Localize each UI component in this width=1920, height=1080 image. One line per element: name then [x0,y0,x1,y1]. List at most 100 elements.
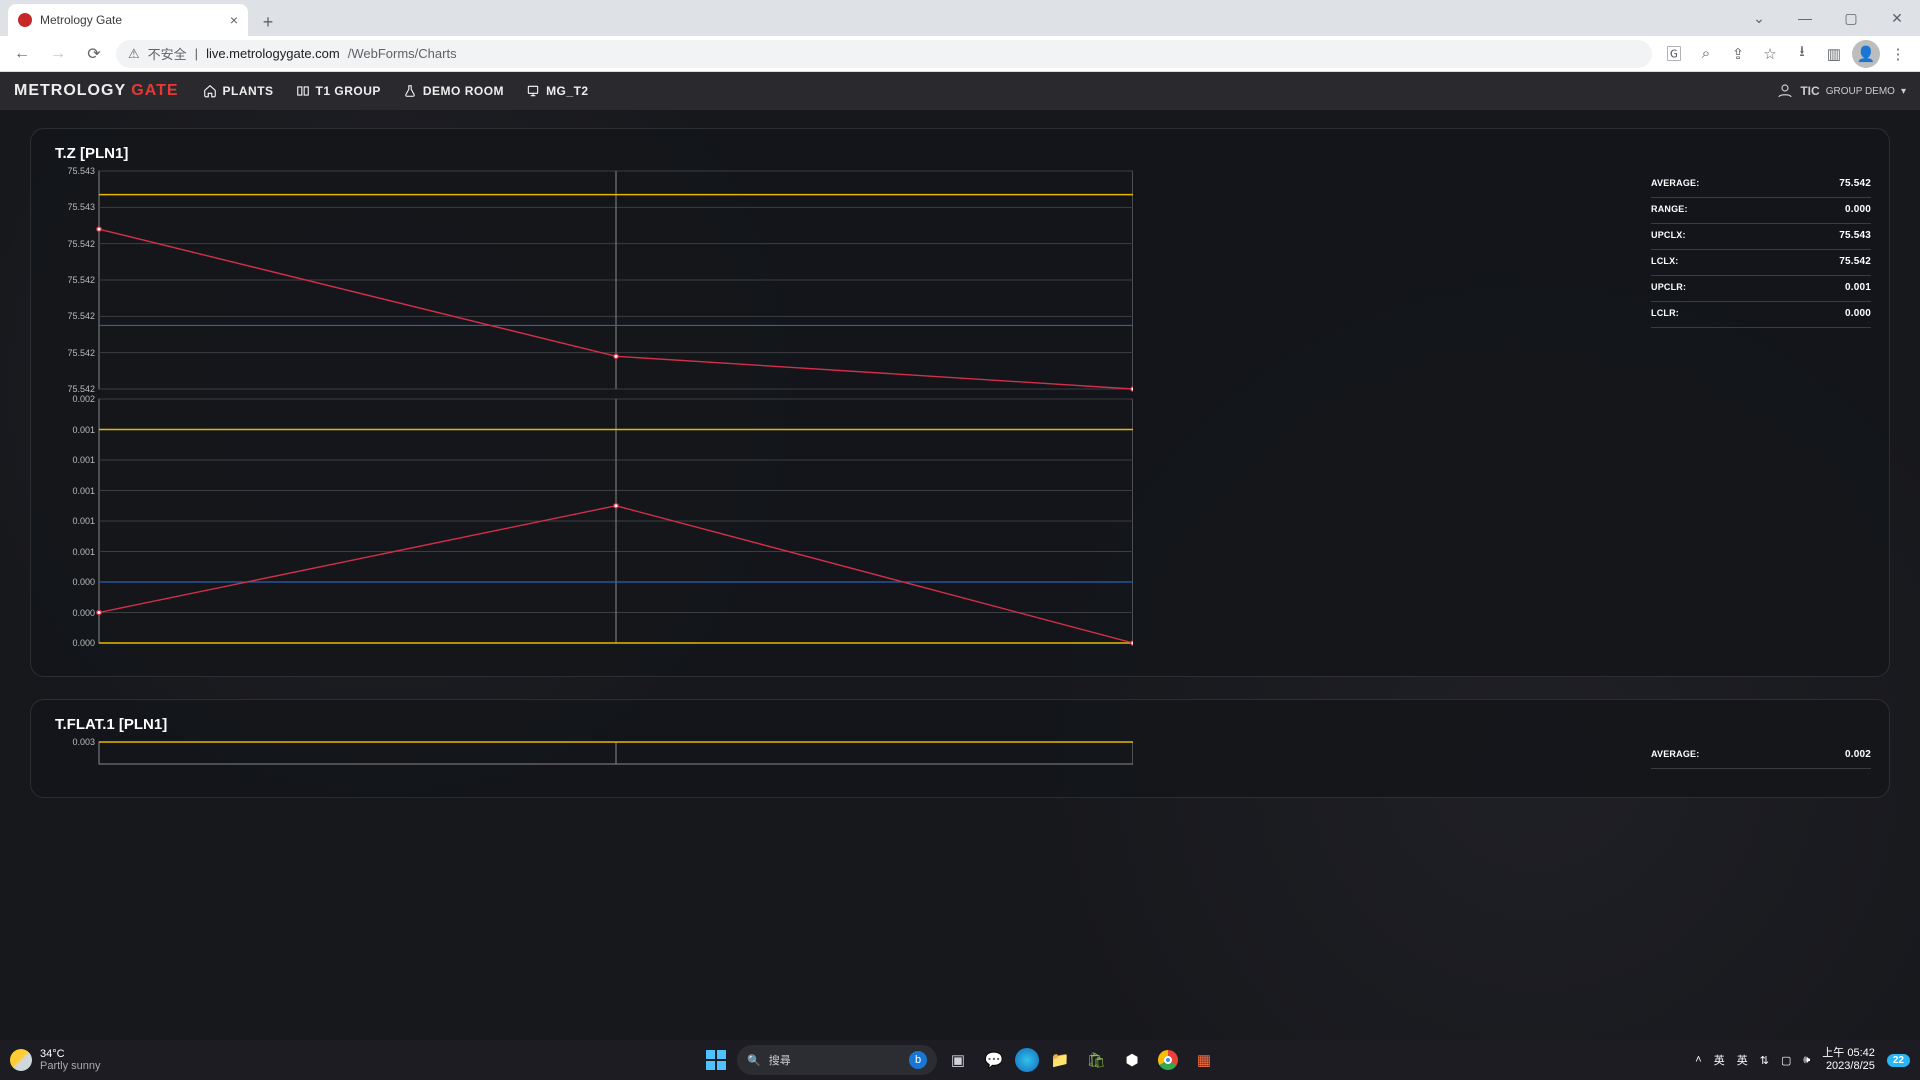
stat-label: Average: [1651,178,1699,189]
app-header: METROLOGY GATE PLANTS T1 GROUP DEMO ROOM MG… [0,72,1920,110]
nav-back-icon[interactable]: ← [8,40,36,68]
sidepanel-icon[interactable]: ▥ [1820,40,1848,68]
share-icon[interactable]: ⇪ [1724,40,1752,68]
breadcrumb-label: PLANTS [223,84,274,98]
close-tab-icon[interactable]: × [230,12,238,28]
stat-row: UPCLX: 75.543 [1651,224,1871,250]
taskbar-search[interactable]: 🔍 搜尋 b [737,1045,937,1075]
explorer-icon[interactable]: 📁 [1045,1045,1075,1075]
breadcrumb-plants[interactable]: PLANTS [203,84,274,98]
url-divider: | [195,46,198,61]
start-button[interactable] [701,1045,731,1075]
breadcrumb-t1-group[interactable]: T1 GROUP [296,84,381,98]
weather-cond: Partly sunny [40,1060,101,1072]
browser-toolbar: ← → ⟳ ⚠ 不安全 | live.metrologygate.com/Web… [0,36,1920,72]
tray-proj-icon[interactable]: ▢ [1781,1054,1791,1067]
clock-time: 上午 05:42 [1822,1047,1875,1060]
card-title: T.Z [PLN1] [55,145,1871,162]
clock-date: 2023/8/25 [1822,1060,1875,1073]
group-icon [296,84,310,98]
url-path: /WebForms/Charts [348,46,457,61]
search-placeholder: 搜尋 [769,1052,791,1068]
tray-overflow-icon[interactable]: ˄ [1695,1054,1701,1066]
breadcrumb-mg_t2[interactable]: MG_T2 [526,84,589,98]
stat-value: 0.002 [1845,749,1871,760]
store-icon[interactable]: 🛍 [1081,1045,1111,1075]
stat-value: 75.542 [1839,256,1871,267]
bookmark-icon[interactable]: ☆ [1756,40,1784,68]
stats-panel: Average:75.542Range:0.000UPCLX:75.543LCL… [1651,170,1871,652]
breadcrumb-label: T1 GROUP [316,84,381,98]
chevron-down-icon: ▾ [1901,86,1906,97]
chat-icon[interactable]: 💬 [979,1045,1009,1075]
user-name: TIC [1800,84,1819,98]
tab-favicon [18,13,32,27]
chart-area[interactable]: 0.003 [49,741,1623,773]
notification-badge[interactable]: 22 [1887,1054,1910,1067]
home-icon [203,84,217,98]
content-scroll[interactable]: T.Z [PLN1] 75.54375.54375.54275.54275.54… [0,110,1920,1040]
nav-reload-icon[interactable]: ⟳ [80,40,108,68]
new-tab-button[interactable]: + [254,8,282,36]
stat-row: UPCLR: 0.001 [1651,276,1871,302]
taskbar-center: 🔍 搜尋 b ▣ 💬 📁 🛍 ⬢ ▦ [701,1045,1219,1075]
stat-value: 75.542 [1839,178,1871,189]
kebab-menu-icon[interactable]: ⋮ [1884,40,1912,68]
stat-label: UPCLX: [1651,230,1686,241]
stat-value: 75.543 [1839,230,1871,241]
download-icon[interactable]: ⭳ [1788,40,1816,68]
stat-label: UPCLR: [1651,282,1686,293]
metric-card: T.FLAT.1 [PLN1] 0.003 Average: 0.002 [30,699,1890,798]
card-title: T.FLAT.1 [PLN1] [55,716,1871,733]
window-controls: ⌄ — ▢ ✕ [1736,0,1920,36]
stat-label: LCLR: [1651,308,1679,319]
taskbar-weather[interactable]: 34°C Partly sunny [10,1048,101,1072]
windows-taskbar: 34°C Partly sunny 🔍 搜尋 b ▣ 💬 📁 🛍 ⬢ ▦ ˄ 英… [0,1040,1920,1080]
stat-row: Average: 75.542 [1651,172,1871,198]
brand-a: METROLOGY [14,82,126,99]
browser-tab-strip: Metrology Gate × + ⌄ — ▢ ✕ [0,0,1920,36]
address-bar[interactable]: ⚠ 不安全 | live.metrologygate.com/WebForms/… [116,40,1652,68]
stats-panel: Average: 0.002 [1651,741,1871,773]
browser-actions: 🄶 ⌕ ⇪ ☆ ⭳ ▥ 👤 ⋮ [1660,40,1912,68]
insecure-icon: ⚠ [128,46,140,62]
brand-logo[interactable]: METROLOGY GATE [14,82,179,100]
chrome-icon[interactable] [1153,1045,1183,1075]
task-view-icon[interactable]: ▣ [943,1045,973,1075]
edge-icon[interactable] [1015,1048,1039,1072]
window-close[interactable]: ✕ [1874,0,1920,36]
user-menu[interactable]: TIC GROUP DEMO ▾ [1776,82,1906,100]
taskbar-tray: ˄ 英 英 ⇅ ▢ 🕪 上午 05:42 2023/8/25 22 [1695,1047,1910,1072]
profile-avatar[interactable]: 👤 [1852,40,1880,68]
nav-fwd-icon[interactable]: → [44,40,72,68]
brand-b: GATE [131,82,178,99]
tray-lang[interactable]: 英 [1714,1052,1725,1068]
tray-net-icon[interactable]: ⇅ [1760,1054,1769,1067]
window-maximize[interactable]: ▢ [1828,0,1874,36]
app-icon-2[interactable]: ▦ [1189,1045,1219,1075]
stat-value: 0.000 [1845,204,1871,215]
bing-icon: b [909,1051,927,1069]
chart-area[interactable]: 75.54375.54375.54275.54275.54275.54275.5… [49,170,1623,652]
url-host: live.metrologygate.com [206,46,340,61]
window-minimize[interactable]: — [1782,0,1828,36]
tray-vol-icon[interactable]: 🕪 [1803,1054,1810,1067]
stat-label: LCLX: [1651,256,1679,267]
breadcrumb-demo-room[interactable]: DEMO ROOM [403,84,504,98]
app-icon-1[interactable]: ⬢ [1117,1045,1147,1075]
flask-icon [403,84,417,98]
zoom-icon[interactable]: ⌕ [1692,40,1720,68]
tray-ime[interactable]: 英 [1737,1052,1748,1068]
translate-icon[interactable]: 🄶 [1660,40,1688,68]
window-chevron[interactable]: ⌄ [1736,0,1782,36]
stat-label: Average: [1651,749,1699,760]
stat-row: Average: 0.002 [1651,743,1871,769]
stat-value: 0.001 [1845,282,1871,293]
tab-title: Metrology Gate [40,13,122,27]
breadcrumb-label: MG_T2 [546,84,589,98]
taskbar-clock[interactable]: 上午 05:42 2023/8/25 [1822,1047,1875,1072]
weather-temp: 34°C [40,1048,101,1060]
security-label: 不安全 [148,44,187,63]
user-icon [1776,82,1794,100]
browser-tab[interactable]: Metrology Gate × [8,4,248,36]
